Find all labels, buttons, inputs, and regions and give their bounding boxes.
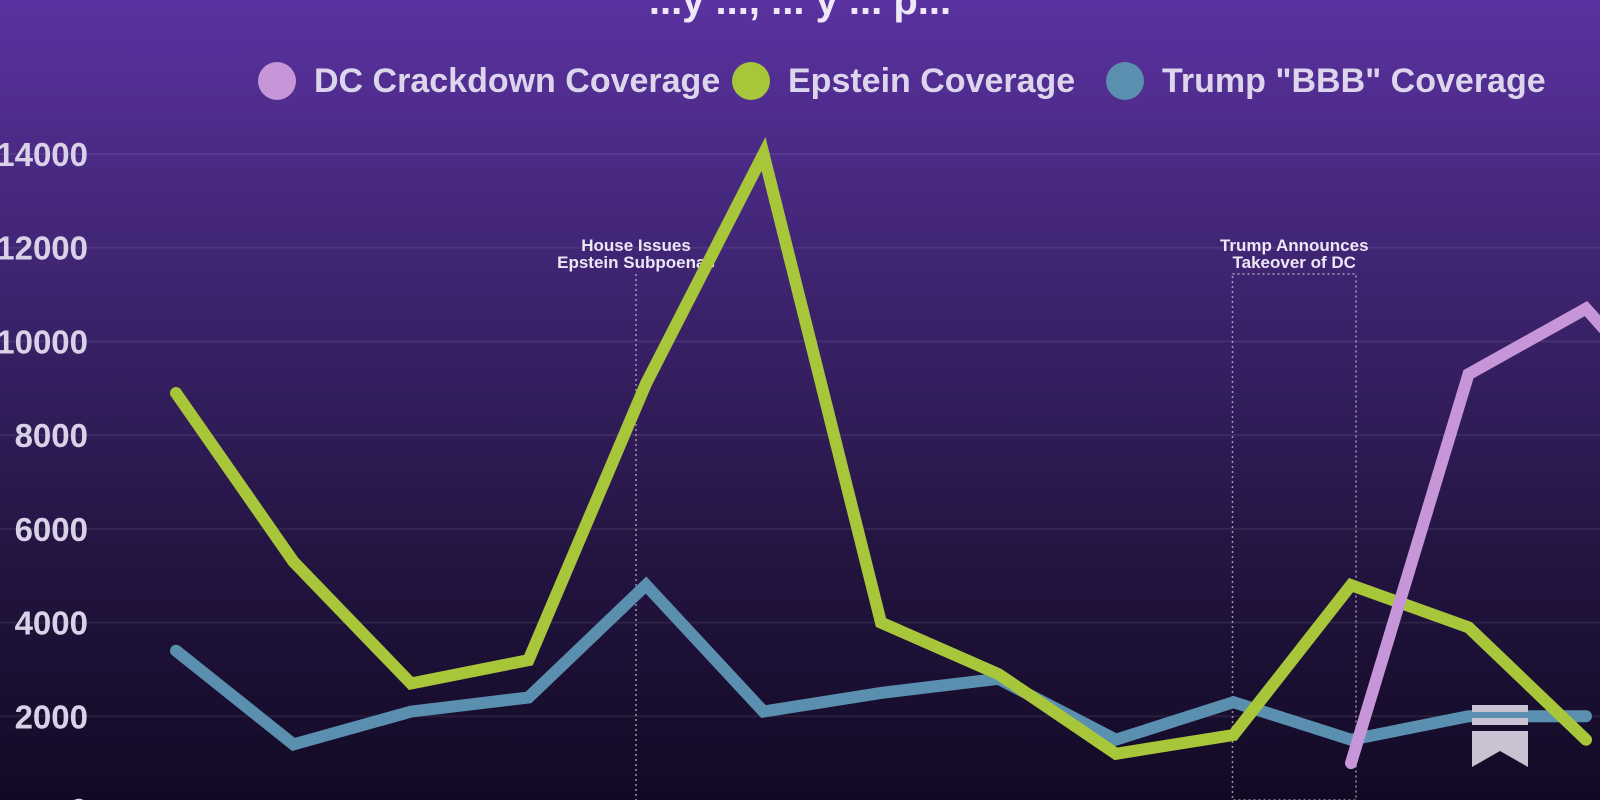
- y-axis: 0 2000 4000 6000 8000 10000 12000 14000: [0, 136, 88, 800]
- legend-item-3[interactable]: Trump "BBB" Coverage: [1106, 62, 1546, 100]
- series-line-2: [170, 137, 1592, 761]
- legend-label: Epstein Coverage: [788, 62, 1075, 100]
- annotation-label: Epstein Subpoenas: [557, 253, 715, 272]
- legend: DC Crackdown Coverage Epstein Coverage Tru…: [258, 62, 1546, 100]
- y-tick-label: 8000: [15, 417, 88, 454]
- bookmark-icon[interactable]: [1472, 705, 1528, 767]
- annotation-box: [1231, 273, 1357, 800]
- y-tick-label: 12000: [0, 230, 88, 267]
- legend-marker: [1106, 62, 1144, 100]
- chart-title: ...y ..., ... y ... p...: [649, 0, 951, 23]
- y-tick-label: 10000: [0, 323, 88, 360]
- y-tick-label: 0: [70, 792, 88, 800]
- annotation-label: Trump Announces: [1220, 236, 1369, 255]
- series-line-1: [1345, 301, 1600, 770]
- series-line-3: [170, 576, 1592, 752]
- legend-item-2[interactable]: Epstein Coverage: [732, 62, 1075, 100]
- legend-label: DC Crackdown Coverage: [314, 62, 720, 100]
- y-tick-label: 14000: [0, 136, 88, 173]
- legend-item-1[interactable]: DC Crackdown Coverage: [258, 62, 720, 100]
- y-tick-label: 6000: [15, 511, 88, 548]
- series-lines: [170, 137, 1600, 770]
- legend-label: Trump "BBB" Coverage: [1162, 62, 1546, 100]
- legend-marker: [732, 62, 770, 100]
- annotation-label: House Issues: [581, 236, 691, 255]
- y-tick-label: 4000: [15, 605, 88, 642]
- y-tick-label: 2000: [15, 698, 88, 735]
- legend-marker: [258, 62, 296, 100]
- annotation-label: Takeover of DC: [1233, 253, 1356, 272]
